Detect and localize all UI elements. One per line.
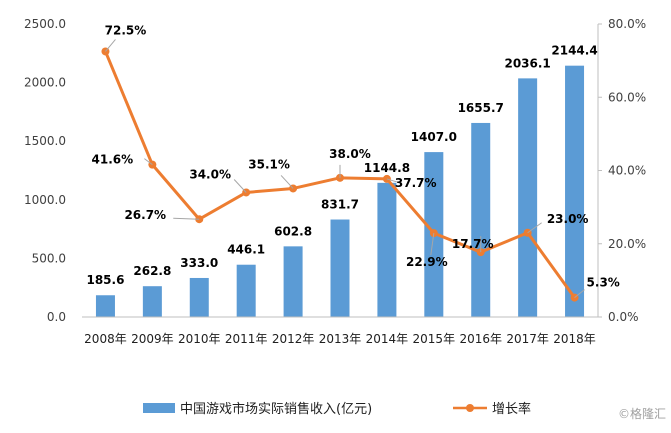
rate-data-label: 37.7% [395,176,437,190]
bar-data-label: 185.6 [86,273,124,287]
bar [283,246,303,317]
legend-line-marker [466,404,474,412]
left-axis-tick-label: 1500.0 [24,134,66,148]
rate-point [476,248,485,257]
x-axis-tick-label: 2016年 [459,332,502,346]
legend-line-label: 增长率 [492,401,531,417]
bar-data-label: 333.0 [180,256,218,270]
x-axis: 2008年 2009年 2010年 2011年 2012年 2013年 2014年 2015年… [82,316,598,346]
left-axis-tick-label: 0.0 [47,310,66,324]
rate-label-leader [233,179,247,193]
bar-data-label: 2036.1 [504,56,550,70]
bar [330,219,350,317]
x-axis-tick-label: 2010年 [178,332,221,346]
rate-label-leader [173,217,200,220]
rate-data-label: 22.9% [406,255,448,269]
bar-series [95,65,585,317]
rate-data-label: 23.0% [547,212,589,226]
left-axis-tick-label: 1000.0 [24,193,66,207]
right-axis-tick-label: 60.0% [608,90,646,104]
left-axis-tick-label: 2500.0 [24,17,66,31]
bar-data-label: 1655.7 [458,101,504,115]
left-axis: 0.0 500.0 1000.0 1500.0 2000.0 2500.0 [24,17,66,324]
rate-data-label: 34.0% [189,167,231,181]
bar-data-label: 262.8 [133,264,171,278]
x-axis-tick-label: 2009年 [131,332,174,346]
bar-data-label: 1407.0 [411,130,457,144]
rate-data-label: 26.7% [124,208,166,222]
rate-label-leader [574,289,585,298]
bar [565,65,585,317]
bar-data-label: 446.1 [227,243,265,257]
rate-data-label: 5.3% [587,276,620,290]
bar-data-label: 831.7 [321,198,359,212]
rate-data-label: 17.7% [452,237,494,251]
rate-data-label: 35.1% [248,157,290,171]
right-axis-tick-label: 80.0% [608,17,646,31]
rate-data-label: 72.5% [105,23,147,37]
right-axis: 0.0% 20.0% 40.0% 60.0% 80.0% [597,17,646,324]
bar [95,295,115,317]
rate-label-leader [527,222,542,234]
right-axis-tick-label: 20.0% [608,237,646,251]
bar-data-label: 602.8 [274,224,312,238]
x-axis-tick-label: 2014年 [366,332,409,346]
right-axis-tick-label: 0.0% [608,310,639,324]
rate-label-leader [386,178,398,183]
x-axis-tick-label: 2011年 [225,332,268,346]
watermark: ©格隆汇 [618,406,666,421]
bar [236,264,256,317]
x-axis-tick-label: 2012年 [272,332,315,346]
bar [189,277,209,317]
legend: 中国游戏市场实际销售收入(亿元) 增长率 [143,401,531,417]
rate-data-label: 38.0% [329,147,371,161]
bar-data-label: 1144.8 [364,161,410,175]
bar [471,122,491,317]
rate-label-leader [280,175,294,189]
legend-bar-swatch [143,403,175,413]
bar [518,78,538,317]
rate-data-label: 41.6% [92,153,134,167]
rate-labels: 72.5% 41.6% 26.7% 34.0% 35.1% 38.0% 37.7% 22.9%… [92,23,620,298]
left-axis-tick-label: 2000.0 [24,76,66,90]
x-axis-tick-label: 2013年 [319,332,362,346]
bar-data-label: 2144.4 [551,44,597,58]
rate-label-leader [430,233,435,256]
bar [377,182,397,317]
legend-bar-label: 中国游戏市场实际销售收入(亿元) [180,401,372,417]
bar [142,286,162,317]
left-axis-tick-label: 500.0 [32,251,66,265]
bar-labels: 185.6 262.8 333.0 446.1 602.8 831.7 1144.8 1407… [86,44,597,288]
rate-label-leader [105,39,116,52]
x-axis-tick-label: 2015年 [413,332,456,346]
rate-label-leader [144,158,153,166]
x-axis-tick-label: 2018年 [553,332,596,346]
right-axis-tick-label: 40.0% [608,164,646,178]
x-axis-tick-label: 2008年 [84,332,127,346]
x-axis-tick-label: 2017年 [506,332,549,346]
